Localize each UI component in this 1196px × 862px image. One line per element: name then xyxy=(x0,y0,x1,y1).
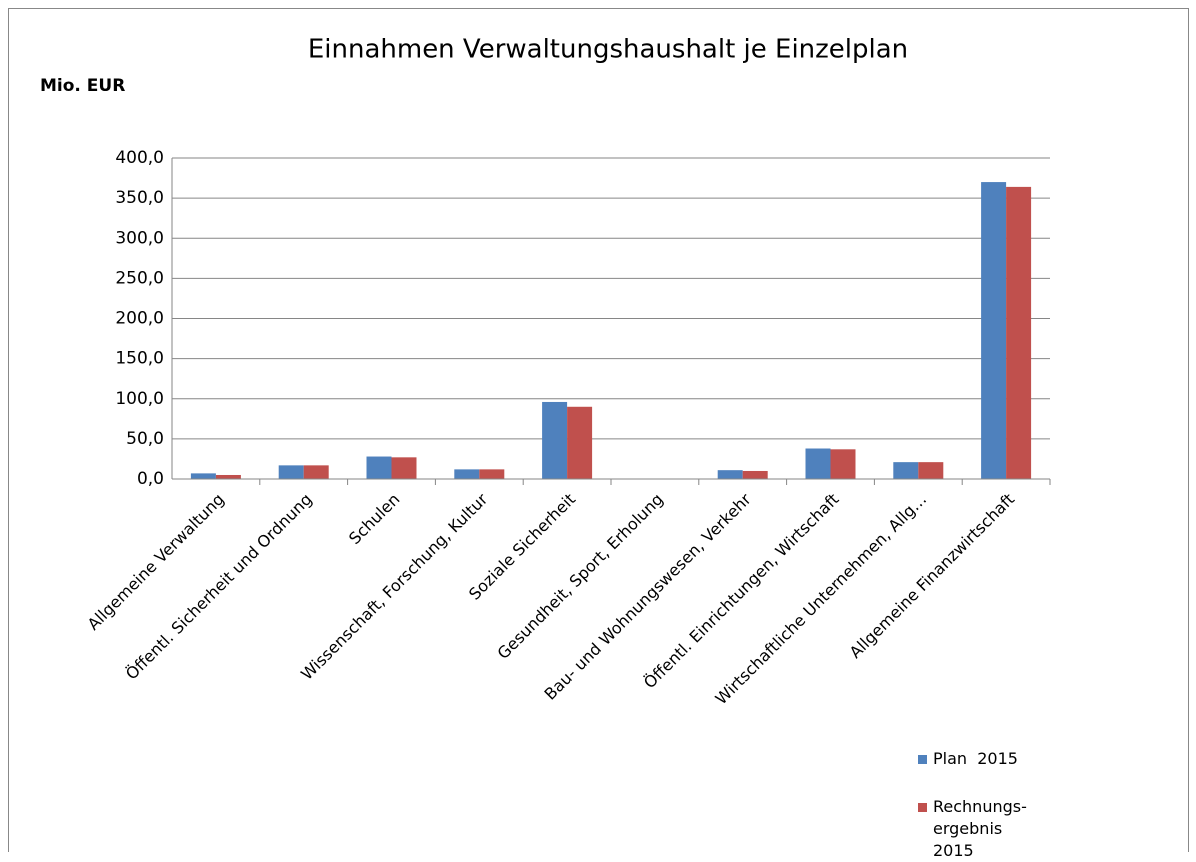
y-tick-label: 400,0 xyxy=(115,148,164,168)
bar xyxy=(278,465,304,479)
bar xyxy=(918,462,944,479)
y-tick-label: 150,0 xyxy=(115,349,164,369)
x-tick-label: Öffentl. Einrichtungen, Wirtschaft xyxy=(640,490,843,693)
legend-item: Plan 2015 xyxy=(918,748,1048,770)
legend-label: Plan 2015 xyxy=(933,749,1018,768)
chart-title: Einnahmen Verwaltungshaushalt je Einzelp… xyxy=(308,35,908,65)
bar xyxy=(830,449,856,479)
bar xyxy=(215,474,241,479)
bar xyxy=(454,469,480,479)
y-tick-label: 0,0 xyxy=(137,469,164,489)
y-tick-label: 100,0 xyxy=(115,389,164,409)
bar xyxy=(742,470,768,479)
legend-item: Rechnungs- ergebnis 2015 xyxy=(918,796,1048,862)
bar xyxy=(366,456,392,479)
x-tick-label: Öffentl. Sicherheit und Ordnung xyxy=(122,490,316,684)
bar xyxy=(542,401,568,479)
chart-border xyxy=(8,8,1189,852)
y-axis-label: Mio. EUR xyxy=(40,76,125,96)
legend-label: Rechnungs- ergebnis 2015 xyxy=(933,797,1032,860)
bar xyxy=(1006,186,1032,479)
x-tick-label: Wissenschaft, Forschung, Kultur xyxy=(297,489,491,683)
bar xyxy=(391,457,417,479)
bar xyxy=(717,470,743,479)
y-tick-label: 350,0 xyxy=(115,188,164,208)
y-tick-label: 300,0 xyxy=(115,228,164,248)
bar xyxy=(893,462,919,479)
x-tick-label: Gesundheit, Sport, Erholung xyxy=(494,490,667,663)
bar xyxy=(567,406,593,479)
y-tick-label: 200,0 xyxy=(115,309,164,329)
y-tick-label: 50,0 xyxy=(126,429,164,449)
legend-swatch xyxy=(918,755,927,764)
x-tick-label: Allgemeine Finanzwirtschaft xyxy=(846,490,1018,662)
legend-swatch xyxy=(918,803,927,812)
y-tick-label: 250,0 xyxy=(115,268,164,288)
bar xyxy=(479,469,505,479)
bar xyxy=(303,465,329,479)
bar xyxy=(981,182,1007,479)
bar xyxy=(805,448,831,479)
x-tick-label: Schulen xyxy=(345,490,403,548)
bar xyxy=(190,473,216,479)
